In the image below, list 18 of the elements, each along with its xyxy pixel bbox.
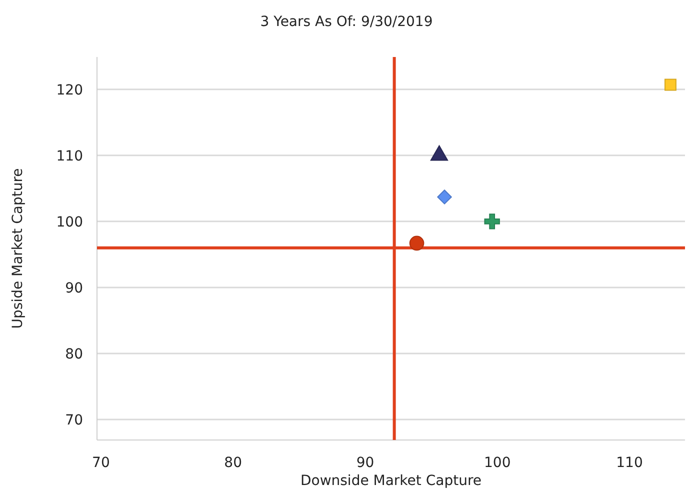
y-tick-label: 110 <box>56 148 83 164</box>
x-tick-label: 90 <box>356 455 374 471</box>
y-axis-title: Upside Market Capture <box>10 168 26 329</box>
y-tick-label: 100 <box>56 214 83 230</box>
y-tick-label: 90 <box>65 280 83 296</box>
point <box>664 78 676 91</box>
y-tick-label: 80 <box>65 346 83 362</box>
x-tick-label: 70 <box>92 455 110 471</box>
chart-title: 3 Years As Of: 9/30/2019 <box>260 14 433 30</box>
x-axis-title: Downside Market Capture <box>300 473 482 489</box>
point <box>409 236 424 251</box>
point <box>437 190 452 204</box>
x-tick-label: 100 <box>484 455 511 471</box>
x-tick-label: 80 <box>224 455 242 471</box>
point <box>484 214 500 230</box>
y-tick-label: 70 <box>65 412 83 429</box>
x-tick-label: 110 <box>616 455 643 471</box>
y-tick-label: 120 <box>56 82 83 98</box>
